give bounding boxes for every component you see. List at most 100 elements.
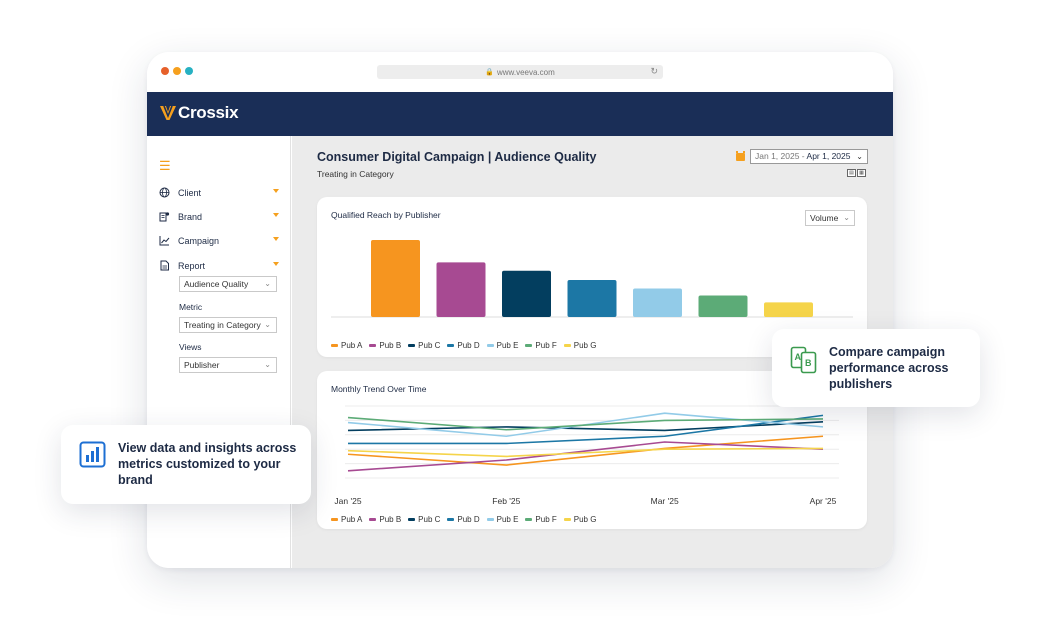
legend-swatch — [486, 344, 494, 347]
legend-item: Pub A — [331, 341, 362, 350]
reach-card: Qualified Reach by Publisher Volume ⌄ Pu… — [317, 197, 867, 357]
chart-view-icon[interactable]: ▤ — [847, 169, 856, 177]
report-icon — [159, 260, 170, 271]
chevron-down-icon — [273, 262, 279, 266]
address-bar[interactable]: 🔒 www.veeva.com ↻ — [377, 65, 663, 79]
globe-icon — [159, 187, 170, 198]
minimize-dot[interactable] — [173, 67, 181, 75]
page-subtitle: Treating in Category — [317, 169, 394, 179]
views-select[interactable]: Publisher ⌄ — [179, 357, 277, 373]
trend-card-title: Monthly Trend Over Time — [331, 384, 427, 394]
legend-item: Pub C — [408, 515, 440, 524]
chevron-down-icon: ⌄ — [264, 360, 271, 369]
reach-card-title: Qualified Reach by Publisher — [331, 210, 441, 220]
trend-card: Monthly Trend Over Time Jan '25 Feb '25 Ma… — [317, 371, 867, 529]
legend-swatch — [369, 518, 377, 521]
legend-swatch — [563, 344, 571, 347]
legend-swatch — [447, 518, 455, 521]
view-callout: View data and insights across metrics cu… — [61, 425, 311, 504]
legend-label: Pub D — [457, 515, 480, 524]
ab-compare-icon: A B — [790, 346, 817, 374]
sidebar-item-brand[interactable]: Brand — [159, 211, 279, 222]
brand-name: Crossix — [178, 103, 239, 122]
chevron-down-icon: ⌄ — [843, 213, 850, 222]
bar-pub-f — [698, 295, 748, 317]
legend-swatch — [408, 344, 416, 347]
legend-swatch — [369, 344, 377, 347]
legend-label: Pub F — [535, 515, 557, 524]
legend-swatch — [486, 518, 494, 521]
chevron-down-icon: ⌄ — [856, 152, 863, 161]
legend-item: Pub E — [486, 341, 519, 350]
legend-item: Pub G — [563, 341, 596, 350]
x-tick-label: Mar '25 — [651, 496, 679, 506]
chevron-down-icon — [273, 213, 279, 217]
bar-pub-e — [633, 288, 682, 317]
legend-swatch — [525, 518, 533, 521]
sidebar-item-report[interactable]: Report — [159, 260, 279, 271]
legend-label: Pub D — [457, 341, 480, 350]
bar-legend: Pub A Pub B Pub C Pub D Pub E Pub F Pub G — [331, 341, 596, 350]
chevron-down-icon: ⌄ — [264, 320, 271, 329]
page-title: Consumer Digital Campaign | Audience Qua… — [317, 150, 597, 164]
legend-item: Pub D — [447, 341, 480, 350]
legend-swatch — [563, 518, 571, 521]
date-range-picker[interactable]: Jan 1, 2025 - Apr 1, 2025 ⌄ — [750, 149, 868, 164]
legend-label: Pub B — [379, 515, 402, 524]
hamburger-icon[interactable]: ☰ — [159, 158, 171, 173]
series-pub-a — [347, 435, 824, 466]
compare-callout-text: Compare campaign performance across publ… — [829, 345, 949, 391]
v-logo-icon — [160, 105, 176, 120]
legend-label: Pub E — [496, 341, 519, 350]
legend-label: Pub A — [341, 515, 363, 524]
legend-swatch — [331, 344, 338, 347]
view-toggle: ▤ ▦ — [847, 169, 866, 177]
legend-swatch — [525, 344, 533, 347]
series-pub-f — [347, 416, 824, 431]
legend-swatch — [447, 344, 455, 347]
lock-icon: 🔒 — [485, 69, 494, 76]
legend-swatch — [331, 518, 338, 521]
legend-item: Pub E — [486, 515, 518, 524]
legend-label: Pub F — [535, 341, 557, 350]
legend-label: Pub B — [379, 341, 402, 350]
chevron-down-icon — [273, 189, 279, 193]
x-tick-label: Jan '25 — [334, 496, 361, 506]
sidebar-item-client[interactable]: Client — [159, 187, 279, 198]
view-callout-text: View data and insights across metrics cu… — [118, 441, 297, 487]
legend-label: Pub G — [573, 515, 597, 524]
legend-label: Pub A — [341, 341, 363, 350]
sidebar-item-campaign[interactable]: Campaign — [159, 235, 279, 246]
report-select[interactable]: Audience Quality ⌄ — [179, 276, 277, 292]
maximize-dot[interactable] — [185, 67, 193, 75]
chevron-down-icon — [273, 237, 279, 241]
app-header: Crossix — [147, 92, 893, 136]
legend-label: Pub C — [418, 341, 441, 350]
brand-icon — [159, 211, 170, 222]
sidebar-item-label: Report — [178, 260, 206, 271]
metric-label: Metric — [179, 302, 203, 312]
series-pub-g — [347, 447, 824, 458]
legend-item: Pub A — [331, 515, 362, 524]
measure-select[interactable]: Volume ⌄ — [805, 210, 855, 226]
series-pub-d — [348, 414, 824, 445]
svg-text:A: A — [795, 352, 802, 362]
table-view-icon[interactable]: ▦ — [857, 169, 866, 177]
legend-item: Pub D — [447, 515, 480, 524]
x-tick-label: Feb '25 — [492, 496, 520, 506]
close-dot[interactable] — [161, 67, 169, 75]
legend-swatch — [408, 518, 416, 521]
chevron-down-icon: ⌄ — [264, 279, 271, 288]
bar-pub-c — [502, 270, 551, 317]
series-pub-b — [347, 441, 824, 472]
compare-callout: A B Compare campaign performance across … — [772, 329, 980, 407]
sidebar-item-label: Campaign — [178, 235, 220, 246]
trend-icon — [159, 235, 170, 246]
svg-text:B: B — [805, 358, 812, 368]
crossix-logo[interactable]: Crossix — [159, 103, 239, 123]
reload-icon[interactable]: ↻ — [650, 66, 658, 76]
legend-item: Pub F — [525, 341, 557, 350]
legend-item: Pub B — [369, 341, 401, 350]
metric-select[interactable]: Treating in Category ⌄ — [179, 317, 277, 333]
